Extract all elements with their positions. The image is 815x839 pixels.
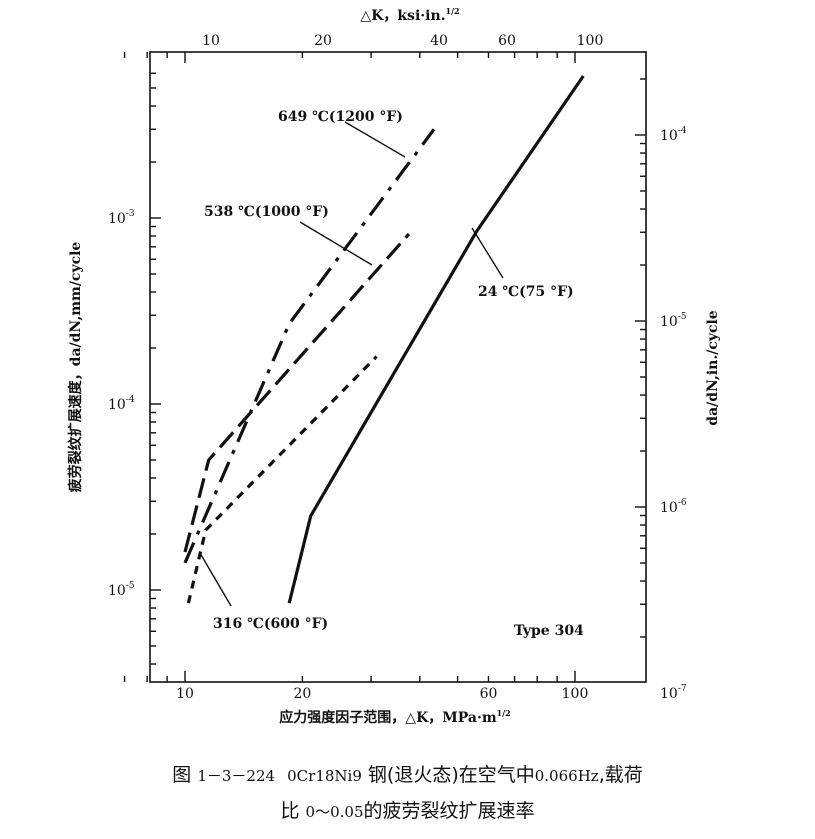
top-tick-label: 60 (498, 33, 516, 49)
series-line-0 (183, 128, 436, 564)
annotation-label: 316 ℃(600 °F) (213, 616, 328, 632)
y-axis-title-right: da/dN,in./cycle (705, 310, 721, 426)
y-tick-label: 10-5 (108, 581, 135, 599)
top-axis-title-sup: 1/2 (446, 6, 460, 16)
y-tick-exp: -5 (126, 581, 135, 591)
series-line-2 (186, 355, 378, 604)
right-tick-label: 10-5 (660, 312, 687, 330)
caption-suffix: ,载荷 (598, 764, 643, 786)
x-tick-label: 100 (562, 686, 589, 702)
right-tick-base: 10 (660, 314, 678, 330)
annotation-label: 538 ℃(1000 °F) (204, 204, 329, 220)
annotation-label: Type 304 (514, 623, 584, 639)
right-tick-exp: -5 (678, 312, 687, 322)
x-axis-title-text: 应力强度因子范围，△K，MPa·m (279, 709, 497, 726)
y-tick-base: 10 (108, 583, 126, 599)
x-axis-title: 应力强度因子范围，△K，MPa·m1/2 (279, 708, 510, 726)
y-tick-exp: -4 (126, 395, 135, 405)
plot-frame (149, 51, 647, 683)
top-tick-label: 100 (577, 33, 604, 49)
x-tick-label: 60 (480, 686, 498, 702)
caption-text-2: 的疲劳裂纹扩展速率 (363, 800, 535, 822)
axis-ticks (123, 52, 646, 682)
caption-prefix-2: 比 (280, 800, 300, 822)
y-tick-label: 10-4 (108, 395, 135, 413)
figure-caption-line-1: 图 1－3－224 0Cr18Ni9 钢(退火态)在空气中0.066Hz,载荷 (0, 760, 815, 787)
figure-caption-line-2: 比 0～0.05的疲劳裂纹扩展速率 (0, 796, 815, 823)
x-axis-title-sup: 1/2 (497, 708, 511, 718)
load-ratio: 0～0.05 (305, 803, 364, 821)
right-tick-exp: -6 (678, 498, 687, 508)
top-axis-title: △K，ksi·in.1/2 (360, 6, 459, 24)
x-tick-label: 20 (293, 686, 311, 702)
top-tick-label: 10 (202, 33, 220, 49)
right-tick-label: 10-7 (660, 684, 687, 702)
top-axis-title-text: △K，ksi·in. (360, 8, 445, 24)
right-tick-base: 10 (660, 686, 678, 702)
alloy-name: 0Cr18Ni9 (287, 767, 362, 785)
right-tick-exp: -7 (678, 684, 687, 694)
x-tick-label: 10 (176, 686, 194, 702)
y-tick-exp: -3 (126, 209, 135, 219)
leader-line (199, 552, 232, 607)
right-tick-exp: -4 (678, 126, 687, 136)
data-series (183, 75, 585, 604)
series-line-1 (183, 232, 411, 553)
leader-line (299, 221, 373, 266)
leader-line (344, 121, 406, 158)
right-tick-base: 10 (660, 128, 678, 144)
top-tick-label: 20 (314, 33, 332, 49)
annotation-label: 24 ℃(75 °F) (478, 284, 574, 300)
top-tick-label: 40 (430, 33, 448, 49)
fatigue-crack-growth-chart: 649 ℃(1200 °F) 538 ℃(1000 °F) 24 ℃(75 °F) 3… (67, 6, 721, 726)
annotation-leaders (199, 121, 504, 607)
axis-labels: 649 ℃(1200 °F) 538 ℃(1000 °F) 24 ℃(75 °F) 3… (67, 6, 721, 726)
annotation-label: 649 ℃(1200 °F) (278, 109, 403, 125)
y-tick-base: 10 (108, 211, 126, 227)
y-tick-label: 10-3 (108, 209, 135, 227)
y-axis-title-left: 疲劳裂纹扩展速度，da/dN,mm/cycle (67, 242, 84, 493)
caption-text-1: 钢(退火态)在空气中 (367, 764, 535, 786)
right-tick-label: 10-6 (660, 498, 687, 516)
series-line-3 (287, 75, 585, 604)
right-tick-base: 10 (660, 500, 678, 516)
figure-number: 1－3－224 (197, 767, 276, 785)
leader-line (471, 227, 504, 279)
caption-prefix: 图 (172, 764, 192, 786)
frequency: 0.066Hz (534, 767, 599, 785)
y-tick-base: 10 (108, 397, 126, 413)
right-tick-label: 10-4 (660, 126, 687, 144)
